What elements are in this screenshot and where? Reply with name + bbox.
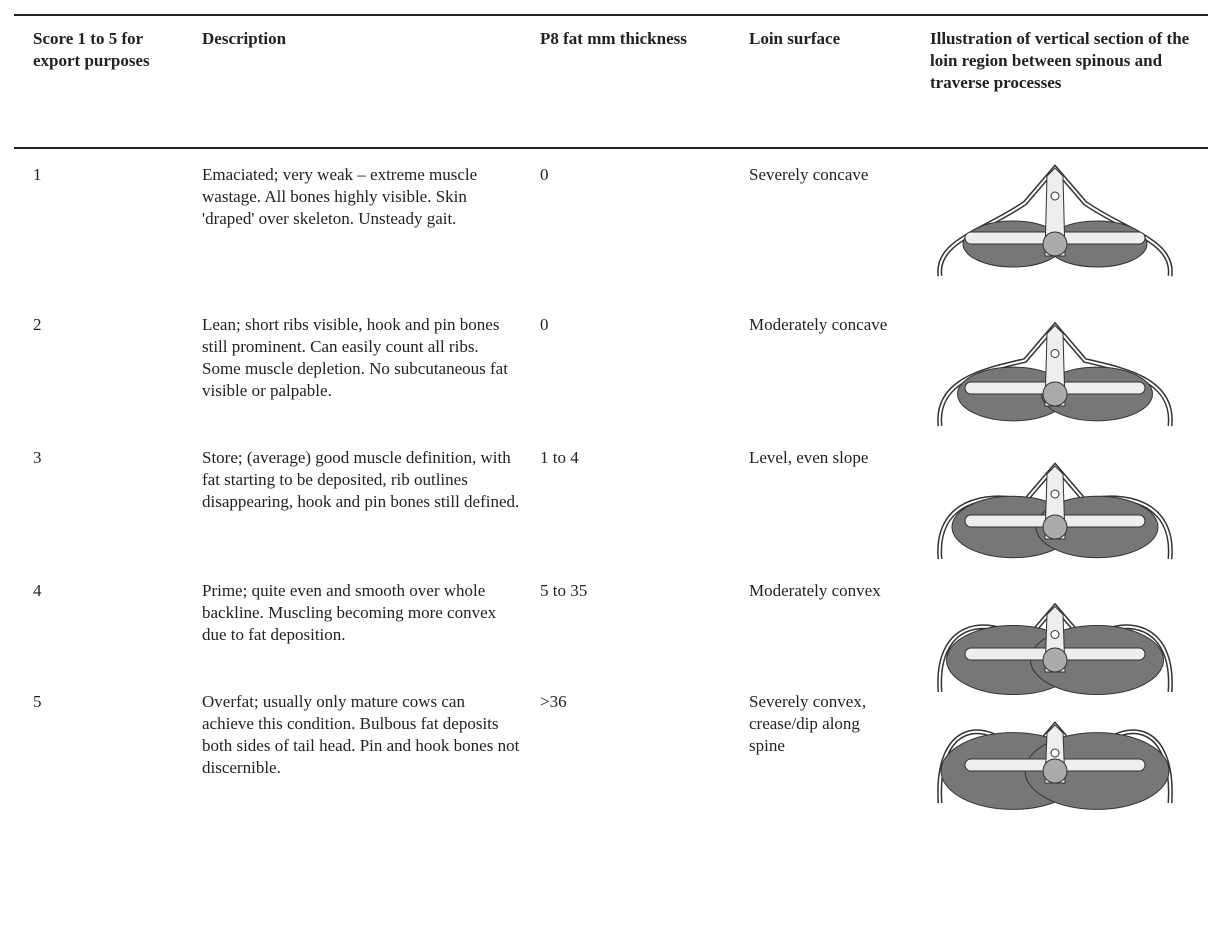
score: 4 bbox=[33, 581, 42, 600]
description: Lean; short ribs visible, hook and pin b… bbox=[202, 315, 508, 400]
score: 3 bbox=[33, 448, 42, 467]
description: Prime; quite even and smooth over whole … bbox=[202, 581, 497, 644]
loin-surface: Severely concave bbox=[749, 165, 869, 184]
loin-illustration bbox=[937, 164, 1173, 277]
header-rule bbox=[14, 147, 1208, 149]
loin-illustration bbox=[937, 602, 1173, 696]
header-cell: Loin surface bbox=[749, 29, 841, 48]
header-cell: Description bbox=[202, 29, 287, 48]
loin-illustration bbox=[937, 462, 1173, 560]
loin-illustration bbox=[937, 721, 1173, 810]
score: 5 bbox=[33, 692, 42, 711]
loin-surface: Moderately concave bbox=[749, 315, 888, 334]
loin-surface: Severely convex, crease/dip along spine bbox=[749, 692, 867, 755]
loin-illustration bbox=[937, 321, 1173, 427]
p8-fat: 0 bbox=[540, 315, 549, 334]
header-cell: P8 fat mm thickness bbox=[540, 29, 687, 48]
description: Emaciated; very weak – extreme muscle wa… bbox=[202, 165, 478, 228]
p8-fat: >36 bbox=[540, 692, 567, 711]
score: 2 bbox=[33, 315, 42, 334]
p8-fat: 0 bbox=[540, 165, 549, 184]
p8-fat: 5 to 35 bbox=[540, 581, 588, 600]
header-cell: Illustration of vertical section of the … bbox=[930, 29, 1190, 92]
description: Store; (average) good muscle definition,… bbox=[202, 448, 520, 511]
p8-fat: 1 to 4 bbox=[540, 448, 579, 467]
header-cell: Score 1 to 5 for export purposes bbox=[33, 29, 150, 70]
top-rule bbox=[14, 14, 1208, 16]
loin-surface: Moderately convex bbox=[749, 581, 881, 600]
description: Overfat; usually only mature cows can ac… bbox=[202, 692, 520, 777]
score: 1 bbox=[33, 165, 42, 184]
loin-surface: Level, even slope bbox=[749, 448, 869, 467]
